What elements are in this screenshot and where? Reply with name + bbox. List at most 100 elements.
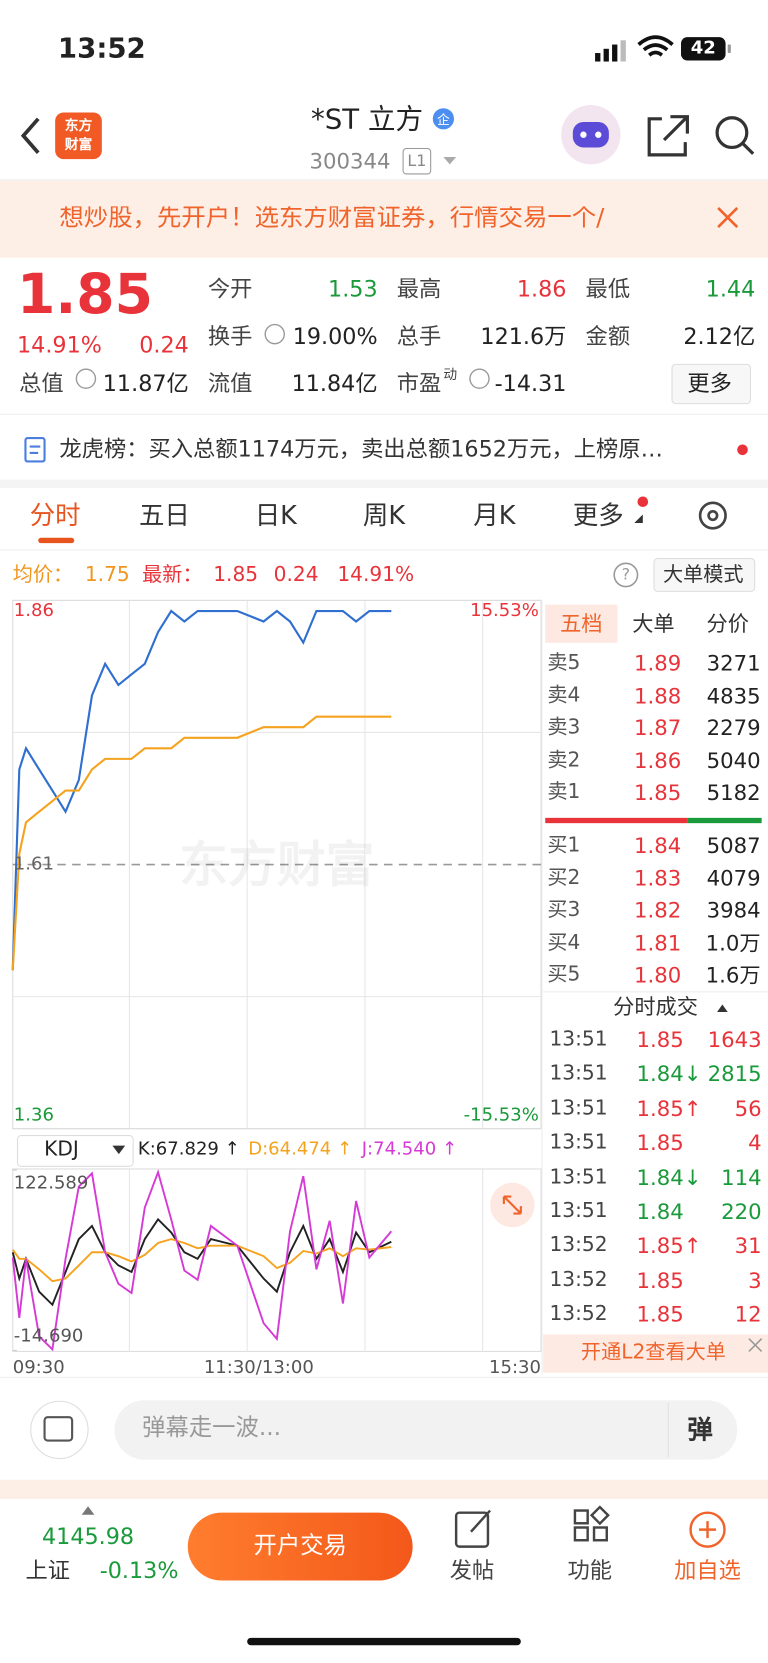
book-volume: 1.6万 xyxy=(705,962,761,988)
promo-text[interactable]: 开通L2查看大单 xyxy=(580,1340,726,1364)
indicator-name[interactable]: KDJ xyxy=(44,1137,79,1162)
book-price: 1.88 xyxy=(634,682,682,709)
watchlist-icon[interactable] xyxy=(689,1511,726,1548)
battery-icon xyxy=(681,37,726,61)
book-price: 1.84 xyxy=(634,832,682,859)
stat-value: -14.31 xyxy=(494,370,567,397)
indicator-select[interactable] xyxy=(16,1135,134,1167)
promo-close[interactable] xyxy=(748,1338,763,1352)
trade-price: 1.85 xyxy=(636,1267,684,1293)
cta-button[interactable] xyxy=(187,1512,413,1581)
stat-label: 总手 xyxy=(396,324,442,350)
more-button[interactable] xyxy=(671,363,752,405)
more-button-text[interactable]: 更多 xyxy=(687,370,732,397)
function-icon[interactable] xyxy=(573,1505,610,1542)
action-label[interactable]: 发帖 xyxy=(449,1557,495,1584)
danmaku-button[interactable]: 弹 xyxy=(687,1415,713,1445)
book-volume: 5182 xyxy=(706,779,761,806)
stat-label: 金额 xyxy=(585,324,631,350)
action-label[interactable]: 功能 xyxy=(567,1557,613,1584)
share-icon[interactable] xyxy=(647,115,689,157)
tab[interactable]: 周K xyxy=(362,500,406,531)
stat-label: 换手 xyxy=(207,324,253,350)
tab[interactable]: 更多 xyxy=(572,500,624,531)
battery-level: 42 xyxy=(690,37,716,59)
series-line xyxy=(11,715,392,971)
trade-volume: 31 xyxy=(734,1233,762,1259)
book-label: 买3 xyxy=(547,897,581,922)
trade-time: 13:51 xyxy=(549,1199,608,1223)
search-icon[interactable] xyxy=(715,116,749,150)
book-label: 卖5 xyxy=(547,650,581,675)
book-label: 买2 xyxy=(547,865,581,889)
trade-volume: 4 xyxy=(748,1129,762,1156)
book-tab[interactable]: 分价 xyxy=(706,611,749,637)
tab[interactable]: 五日 xyxy=(138,500,190,531)
series-line xyxy=(11,1238,392,1283)
banner-text[interactable]: 想炒股，先开户！选东方财富证券，行情交易一个/ xyxy=(59,206,605,231)
trade-volume: 2815 xyxy=(707,1061,762,1087)
help-icon[interactable] xyxy=(613,562,639,588)
settings-icon[interactable] xyxy=(698,501,727,530)
trade-volume: 3 xyxy=(748,1267,762,1293)
badge-bg xyxy=(432,108,455,130)
watermark: 东方财富 xyxy=(179,835,375,894)
y-tick-label: 1.86 xyxy=(13,599,54,622)
action-label[interactable]: 加自选 xyxy=(674,1557,741,1584)
mode-button[interactable] xyxy=(653,557,756,592)
trade-price: 1.85 xyxy=(636,1301,684,1328)
tab[interactable]: 月K xyxy=(473,500,516,531)
level-tag: L1 xyxy=(407,151,427,171)
comment-icon[interactable] xyxy=(30,1400,89,1460)
trade-time: 13:51 xyxy=(549,1130,608,1154)
comment-input[interactable] xyxy=(114,1400,738,1460)
book-tab[interactable]: 五档 xyxy=(560,611,603,637)
dropdown-icon[interactable] xyxy=(443,156,457,165)
book-tab[interactable]: 大单 xyxy=(632,611,675,637)
notice-icon xyxy=(24,437,46,463)
stat-label: 市盈 xyxy=(396,370,442,397)
notice-text[interactable]: 龙虎榜：买入总额1174万元，卖出总额1652万元，上榜原… xyxy=(59,436,663,462)
stock-name: *ST 立方 xyxy=(310,103,424,136)
trade-time: 13:52 xyxy=(549,1267,608,1292)
book-label: 卖3 xyxy=(547,715,581,739)
mode-button-text[interactable]: 大单模式 xyxy=(662,562,744,587)
book-volume: 3984 xyxy=(706,897,761,923)
book-volume: 2279 xyxy=(706,714,761,741)
stat-label: 最高 xyxy=(396,276,442,302)
stat-label-sup: 动 xyxy=(443,367,458,384)
back-icon[interactable] xyxy=(20,117,40,154)
trade-price: 1.85↑ xyxy=(636,1095,702,1122)
book-volume: 5087 xyxy=(706,832,761,859)
tab[interactable]: 分时 xyxy=(29,500,81,531)
post-icon[interactable] xyxy=(454,1511,490,1548)
trade-time: 13:52 xyxy=(549,1233,608,1257)
y-tick-label: 1.61 xyxy=(13,853,54,875)
cta-text[interactable]: 开户交易 xyxy=(253,1532,347,1560)
home-indicator xyxy=(247,1637,521,1646)
stat-value: 1.53 xyxy=(328,276,378,302)
stat-value: 1.44 xyxy=(705,276,756,302)
tab[interactable]: 日K xyxy=(254,500,297,531)
close-icon[interactable] xyxy=(717,206,739,228)
ask-bar xyxy=(545,817,688,824)
trade-time: 13:51 xyxy=(549,1096,608,1120)
status-time: 13:52 xyxy=(57,32,146,65)
comment-placeholder[interactable]: 弹幕走一波... xyxy=(142,1415,282,1442)
trade-time: 13:51 xyxy=(549,1027,608,1051)
book-price: 1.85 xyxy=(634,779,682,806)
tab-dot xyxy=(637,496,649,508)
trade-volume: 220 xyxy=(721,1198,762,1225)
help-text[interactable]: ? xyxy=(621,564,631,584)
book-label: 买4 xyxy=(547,930,581,954)
stat-label: 最低 xyxy=(585,276,631,302)
book-volume: 4835 xyxy=(706,682,761,709)
y2-tick-label: 15.53% xyxy=(470,599,539,622)
trade-price: 1.84↓ xyxy=(636,1164,702,1190)
trade-price: 1.85 xyxy=(636,1026,684,1053)
banner-bg xyxy=(0,180,768,258)
divider xyxy=(0,549,768,551)
series-line xyxy=(11,1169,393,1352)
